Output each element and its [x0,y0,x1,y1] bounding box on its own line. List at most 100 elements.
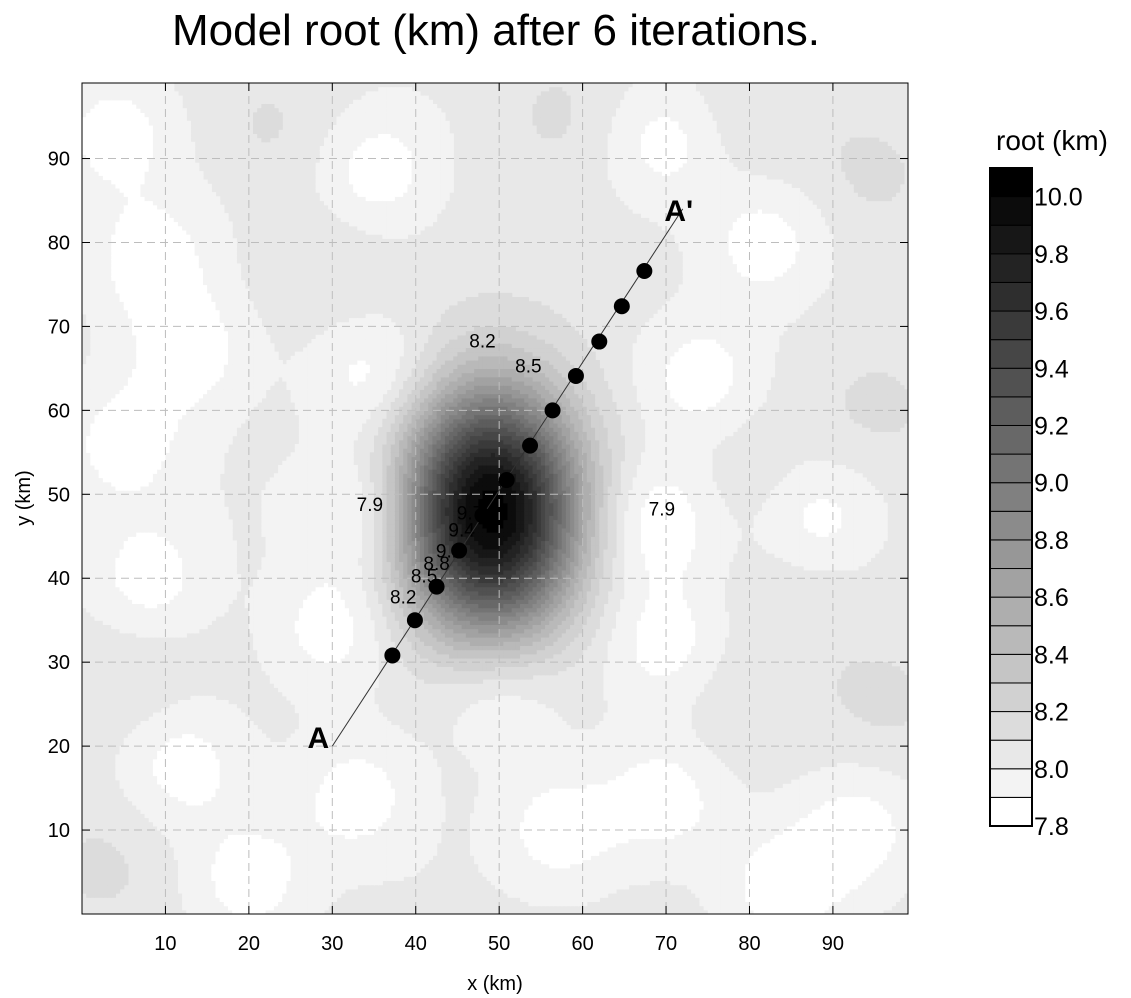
contour-cell [128,457,133,462]
contour-cell [120,121,125,126]
contour-cell [207,801,212,806]
contour-cell [174,188,179,193]
contour-cell [145,566,150,571]
contour-cell [103,133,108,138]
contour-cell [149,561,154,566]
contour-cell [107,566,112,571]
contour-cell [211,247,216,252]
contour-cell [165,796,170,801]
contour-cell [132,117,137,122]
contour-cell [199,897,204,902]
contour-cell [174,263,179,268]
contour-cell [178,532,183,537]
contour-cell [170,96,175,101]
contour-cell [128,301,133,306]
contour-cell [170,331,175,336]
contour-cell [136,734,141,739]
contour-cell [170,150,175,155]
contour-cell [174,305,179,310]
contour-cell [157,448,162,453]
contour-cell [120,343,125,348]
contour-cell [203,251,208,256]
contour-cell [136,201,141,206]
contour-cell [178,343,183,348]
contour-cell [195,465,200,470]
contour-cell [99,599,104,604]
contour-cell [124,540,129,545]
contour-cell [111,524,116,529]
contour-cell [90,444,95,449]
contour-cell [82,91,87,96]
contour-cell [128,402,133,407]
contour-cell [170,121,175,126]
contour-cell [107,263,112,268]
contour-cell [95,553,100,558]
contour-cell [128,771,133,776]
contour-cell [124,864,129,869]
contour-cell [195,398,200,403]
contour-cell [182,138,187,143]
contour-cell [145,587,150,592]
contour-cell [215,717,220,722]
contour-cell [140,87,145,92]
contour-cell [99,331,104,336]
contour-cell [128,486,133,491]
contour-cell [140,91,145,96]
contour-cell [195,318,200,323]
contour-cell [157,410,162,415]
contour-cell [124,100,129,105]
contour-cell [195,545,200,550]
contour-cell [211,419,216,424]
contour-cell [157,289,162,294]
contour-cell [128,310,133,315]
contour-cell [190,478,195,483]
contour-cell [107,234,112,239]
contour-cell [170,750,175,755]
contour-cell [95,591,100,596]
contour-cell [128,280,133,285]
contour-cell [140,755,145,760]
contour-cell [207,805,212,810]
contour-cell [199,746,204,751]
contour-cell [115,410,120,415]
contour-cell [174,788,179,793]
contour-cell [145,448,150,453]
contour-cell [82,389,87,394]
contour-cell [174,259,179,264]
contour-cell [95,561,100,566]
contour-cell [186,612,191,617]
contour-cell [90,838,95,843]
contour-cell [207,222,212,227]
contour-cell [145,519,150,524]
contour-cell [145,310,150,315]
contour-cell [145,427,150,432]
contour-cell [115,360,120,365]
contour-cell [140,452,145,457]
contour-cell [195,549,200,554]
contour-cell [124,755,129,760]
contour-cell [157,339,162,344]
contour-cell [190,759,195,764]
contour-cell [107,532,112,537]
contour-cell [199,776,204,781]
contour-cell [170,146,175,151]
contour-cell [128,415,133,420]
contour-cell [132,587,137,592]
contour-cell [86,201,91,206]
contour-cell [132,750,137,755]
contour-cell [174,708,179,713]
contour-cell [178,780,183,785]
contour-cell [178,880,183,885]
contour-cell [124,876,129,881]
contour-cell [211,511,216,516]
contour-cell [165,792,170,797]
contour-cell [82,280,87,285]
contour-cell [124,394,129,399]
contour-cell [140,582,145,587]
contour-cell [86,293,91,298]
contour-cell [182,377,187,382]
contour-cell [149,259,154,264]
contour-cell [86,146,91,151]
contour-cell [124,763,129,768]
contour-cell [207,603,212,608]
